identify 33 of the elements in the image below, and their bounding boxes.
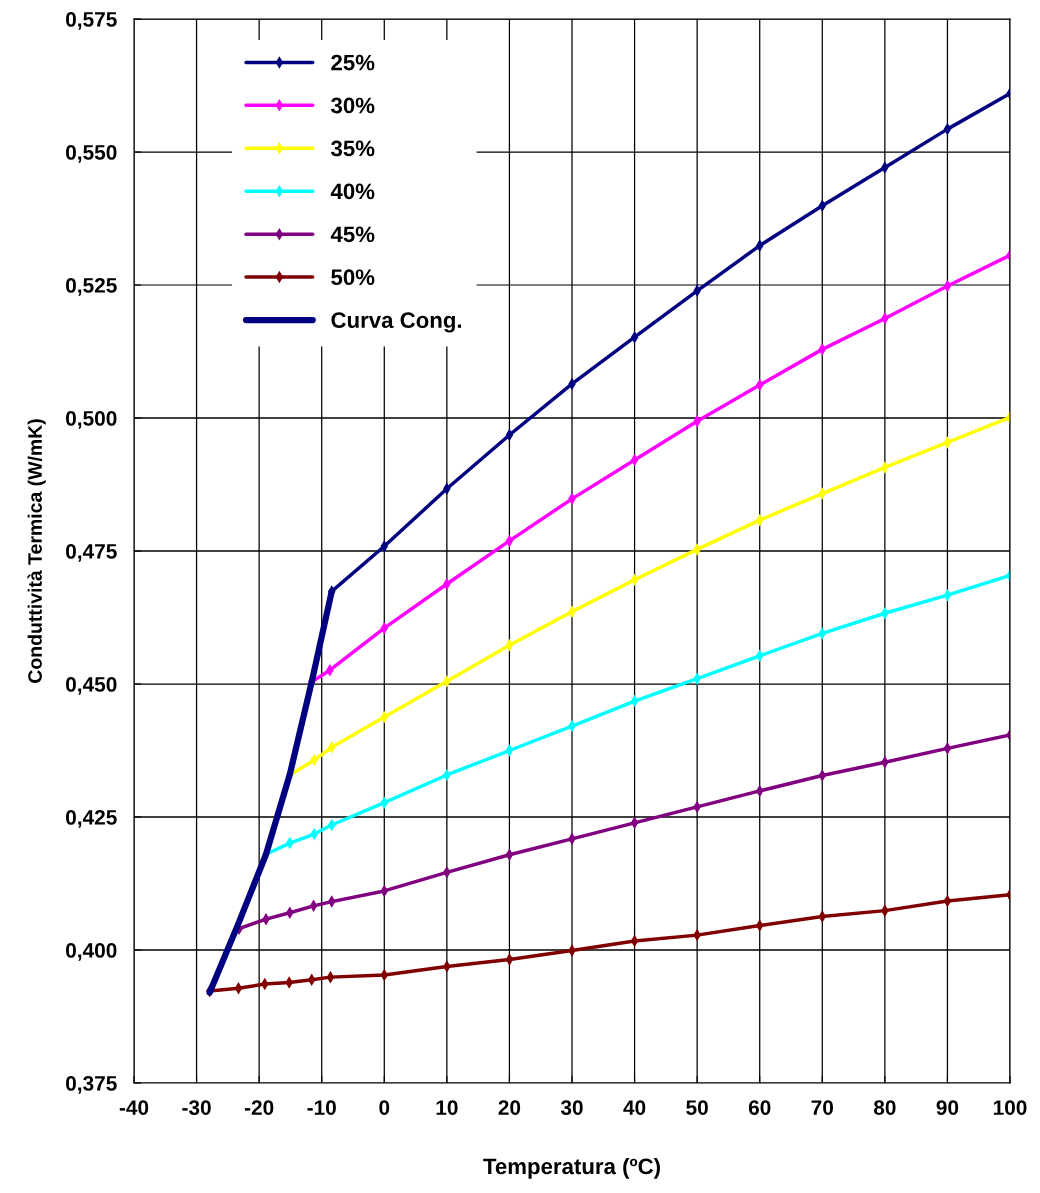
y-tick-label: 0,475 bbox=[66, 544, 117, 562]
legend-label: 50% bbox=[331, 269, 375, 286]
x-tick-label: 50 bbox=[686, 1100, 708, 1115]
legend-label: 35% bbox=[331, 140, 375, 157]
legend-label: 25% bbox=[331, 54, 375, 71]
x-tick-label: -20 bbox=[244, 1100, 274, 1115]
x-tick-label: -30 bbox=[182, 1100, 211, 1115]
y-tick-label: 0,525 bbox=[66, 278, 117, 296]
y-tick-label: 0,550 bbox=[66, 145, 117, 163]
legend-label: 45% bbox=[330, 226, 375, 243]
y-axis-title: Conduttività Termica (W/mK) bbox=[27, 419, 46, 683]
x-tick-label: 80 bbox=[873, 1100, 896, 1115]
x-tick-label: 40 bbox=[623, 1100, 646, 1115]
x-tick-label: 30 bbox=[560, 1100, 583, 1115]
legend-label: Curva Cong. bbox=[331, 312, 462, 333]
y-tick-label: 0,575 bbox=[66, 12, 117, 30]
x-tick-label: 60 bbox=[748, 1100, 771, 1115]
x-tick-label: 0 bbox=[379, 1100, 390, 1115]
x-tick-label: 70 bbox=[811, 1100, 834, 1115]
legend-label: 40% bbox=[330, 183, 375, 200]
x-tick-label: -40 bbox=[119, 1100, 149, 1115]
legend-label: 30% bbox=[331, 97, 375, 114]
y-tick-label: 0,500 bbox=[66, 411, 117, 429]
x-tick-label: -10 bbox=[307, 1100, 336, 1115]
y-tick-label: 0,400 bbox=[66, 943, 117, 961]
x-tick-label: 10 bbox=[436, 1100, 458, 1115]
x-axis-title: Temperatura (ºC) bbox=[483, 1157, 660, 1179]
x-tick-label: 90 bbox=[936, 1100, 959, 1115]
y-tick-label: 0,375 bbox=[66, 1076, 117, 1094]
y-tick-label: 0,450 bbox=[66, 677, 117, 695]
y-tick-label: 0,425 bbox=[66, 810, 117, 828]
x-tick-label: 20 bbox=[498, 1100, 521, 1115]
x-tick-label: 100 bbox=[993, 1100, 1027, 1115]
